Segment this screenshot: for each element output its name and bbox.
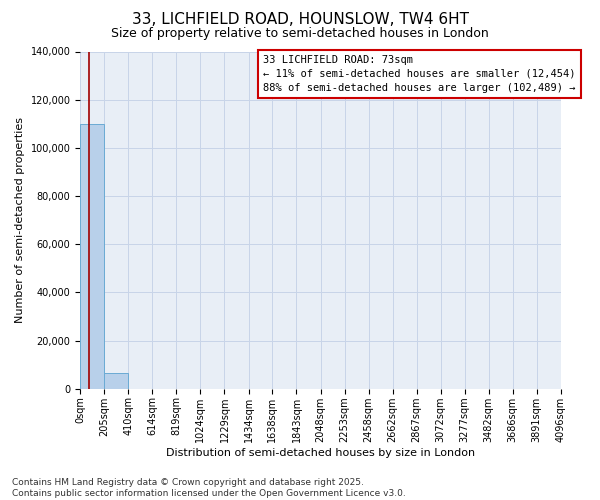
Text: 33 LICHFIELD ROAD: 73sqm
← 11% of semi-detached houses are smaller (12,454)
88% : 33 LICHFIELD ROAD: 73sqm ← 11% of semi-d… <box>263 55 575 93</box>
X-axis label: Distribution of semi-detached houses by size in London: Distribution of semi-detached houses by … <box>166 448 475 458</box>
Text: Contains HM Land Registry data © Crown copyright and database right 2025.
Contai: Contains HM Land Registry data © Crown c… <box>12 478 406 498</box>
Y-axis label: Number of semi-detached properties: Number of semi-detached properties <box>15 117 25 323</box>
Bar <box>80 124 104 388</box>
Text: Size of property relative to semi-detached houses in London: Size of property relative to semi-detach… <box>111 28 489 40</box>
Bar <box>104 373 128 388</box>
Text: 33, LICHFIELD ROAD, HOUNSLOW, TW4 6HT: 33, LICHFIELD ROAD, HOUNSLOW, TW4 6HT <box>131 12 469 28</box>
